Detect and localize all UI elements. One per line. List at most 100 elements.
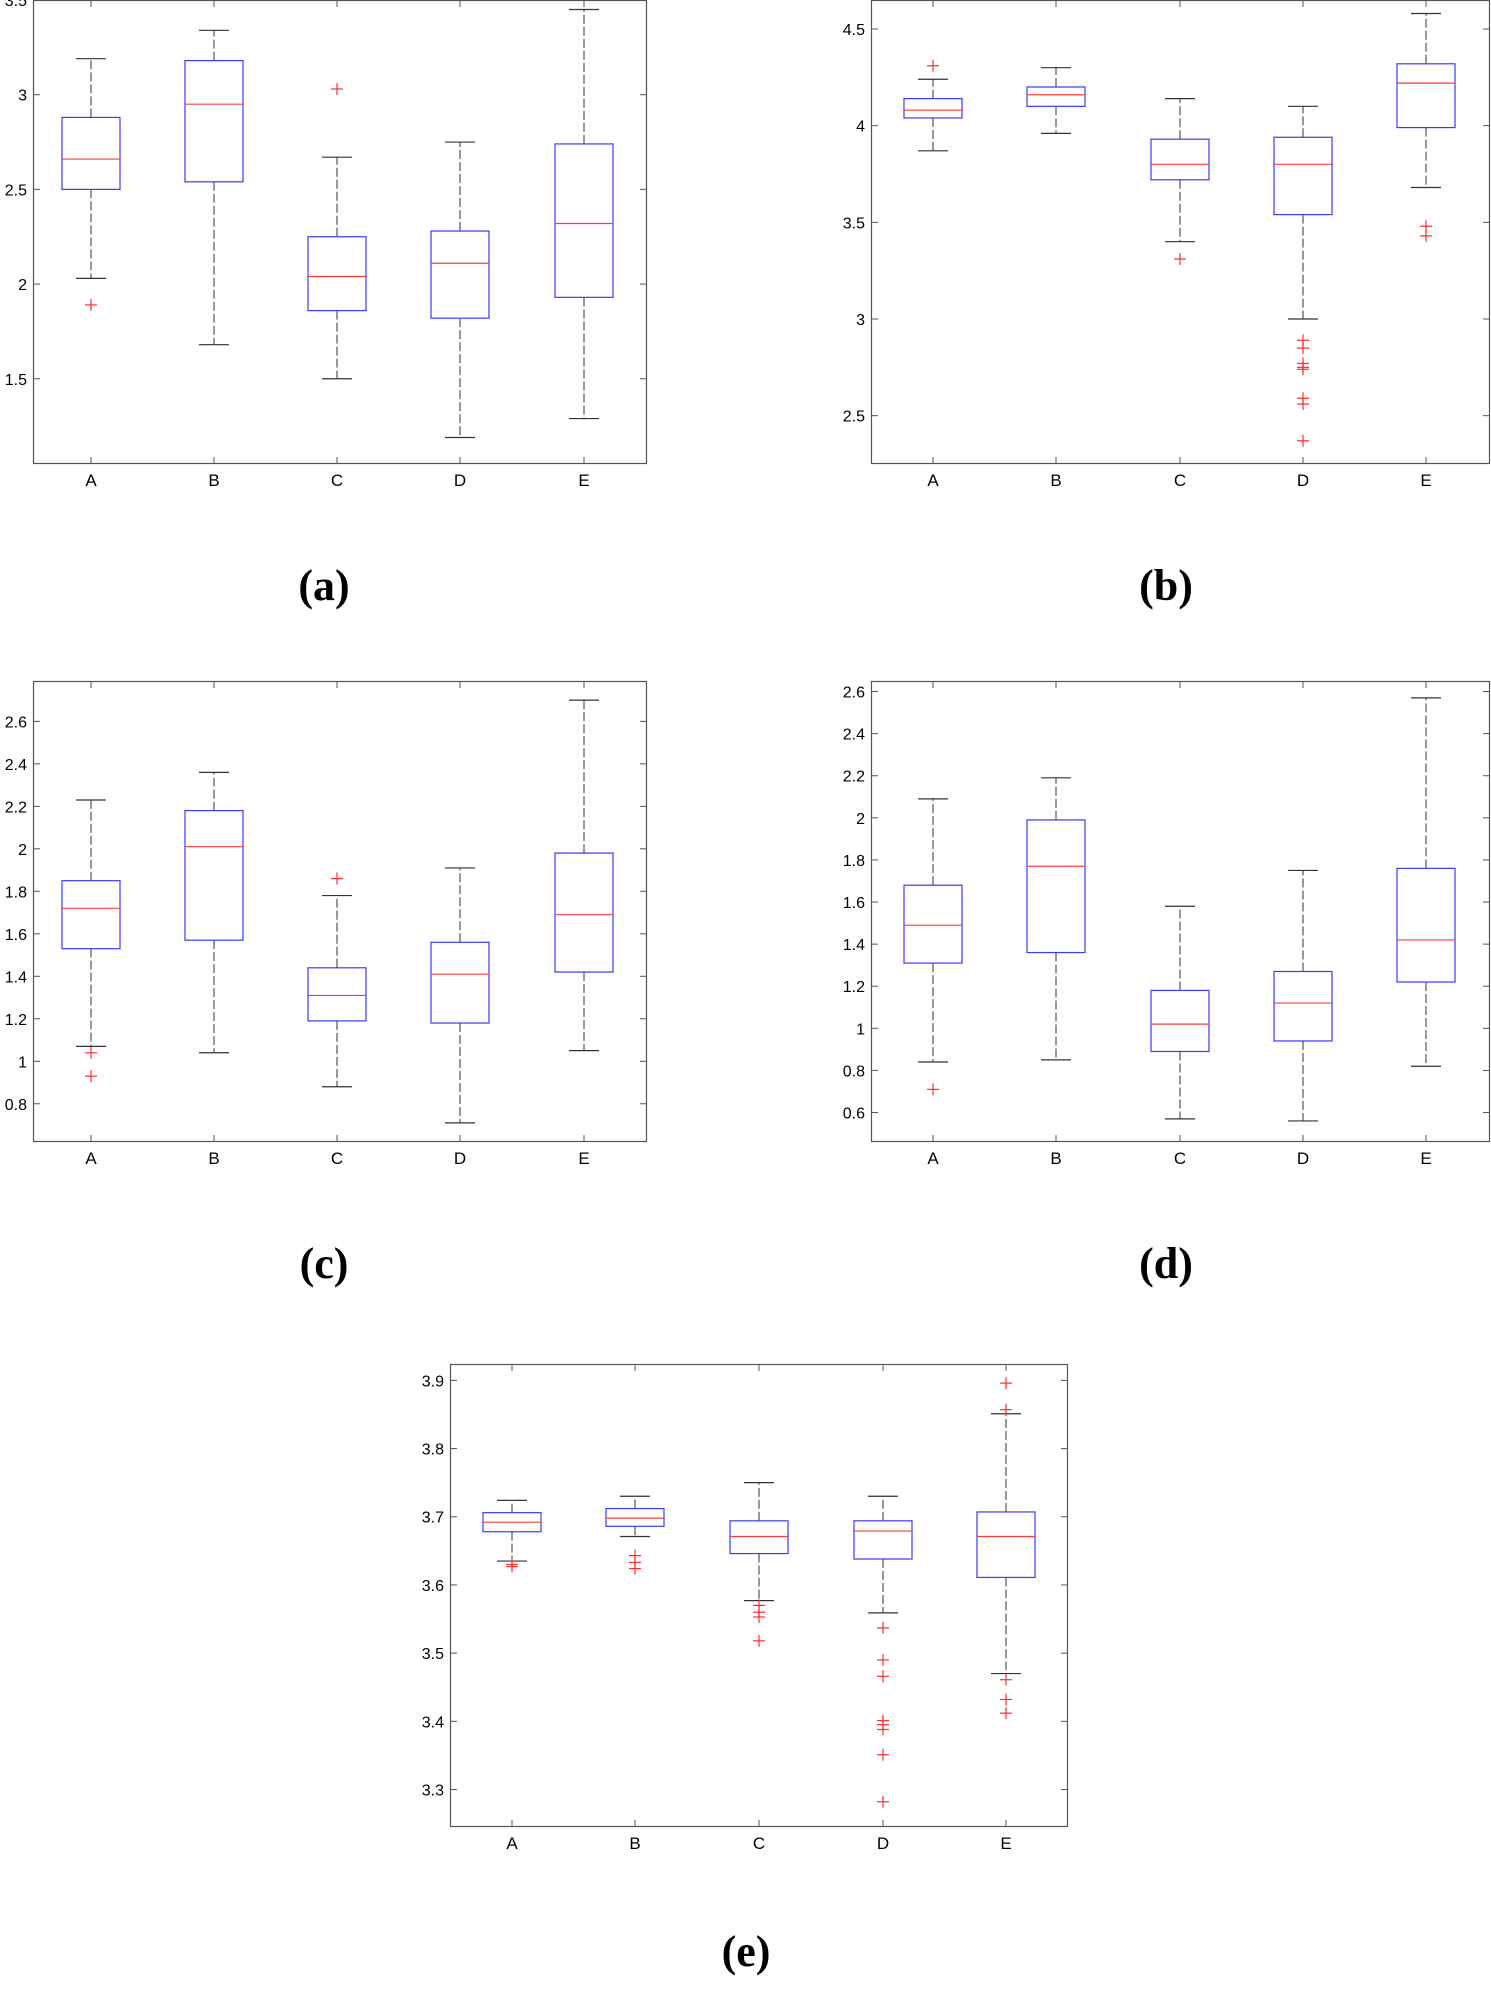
- box-A: [61, 799, 121, 1083]
- outlier-marker: [877, 1653, 889, 1666]
- y-tick-label: 2.5: [5, 182, 27, 199]
- outlier-marker: [85, 1046, 97, 1059]
- x-category-label: E: [1420, 471, 1431, 490]
- outlier-marker: [85, 298, 97, 311]
- y-tick-label: 2.5: [843, 409, 865, 426]
- y-tick-label: 3: [856, 312, 865, 329]
- outlier-marker: [1000, 1377, 1012, 1390]
- box-B: [184, 771, 244, 1054]
- y-tick-label: 3.8: [422, 1442, 444, 1459]
- y-tick-label: 3.7: [422, 1510, 444, 1527]
- x-category-label: B: [208, 471, 219, 490]
- y-tick-label: 3.5: [422, 1646, 444, 1663]
- outlier-marker: [331, 872, 343, 885]
- outlier-marker: [877, 1723, 889, 1736]
- y-tick-label: 1.6: [5, 927, 27, 944]
- iqr-box: [307, 967, 367, 1022]
- iqr-box: [430, 941, 490, 1024]
- outlier-marker: [927, 59, 939, 72]
- y-tick-label: 3: [18, 88, 27, 105]
- outlier-marker: [629, 1562, 641, 1575]
- iqr-box: [554, 852, 614, 973]
- box-C: [1150, 97, 1210, 266]
- iqr-box: [729, 1520, 789, 1555]
- y-tick-label: 2.2: [5, 799, 27, 816]
- box-B: [1026, 67, 1086, 134]
- box-D: [430, 141, 490, 439]
- y-tick-label: 1: [18, 1054, 27, 1071]
- iqr-box: [1026, 819, 1086, 954]
- box-A: [903, 798, 963, 1096]
- y-tick-label: 2.6: [843, 685, 865, 702]
- box-C: [729, 1482, 789, 1647]
- y-tick-label: 1.4: [5, 969, 27, 986]
- x-category-label: D: [877, 1834, 889, 1853]
- axes-frame: [32, 680, 648, 1143]
- box-E: [554, 699, 614, 1052]
- panel-label: (d): [1139, 1239, 1193, 1288]
- box-C: [307, 872, 367, 1088]
- x-category-label: A: [85, 1149, 97, 1168]
- box-E: [554, 8, 614, 420]
- box-E: [976, 1377, 1036, 1720]
- outlier-marker: [877, 1670, 889, 1683]
- box-A: [61, 58, 121, 311]
- x-category-label: E: [578, 471, 589, 490]
- y-tick-label: 2.6: [5, 714, 27, 731]
- y-tick-label: 1.5: [5, 372, 27, 389]
- iqr-box: [554, 143, 614, 298]
- y-tick-label: 1.4: [843, 937, 865, 954]
- iqr-box: [853, 1520, 913, 1560]
- iqr-box: [184, 809, 244, 941]
- iqr-box: [903, 884, 963, 964]
- x-category-label: C: [331, 471, 343, 490]
- outlier-marker: [1297, 434, 1309, 447]
- y-tick-label: 1.6: [843, 895, 865, 912]
- y-tick-label: 2.4: [843, 727, 865, 744]
- iqr-box: [1273, 970, 1333, 1042]
- x-category-label: B: [1050, 471, 1061, 490]
- iqr-box: [61, 880, 121, 950]
- outlier-marker: [753, 1610, 765, 1623]
- outlier-marker: [877, 1748, 889, 1761]
- y-tick-label: 0.8: [843, 1063, 865, 1080]
- panel-label: (e): [722, 1927, 771, 1976]
- box-C: [307, 83, 367, 380]
- y-tick-label: 4.5: [843, 22, 865, 39]
- box-C: [1150, 905, 1210, 1120]
- outlier-marker: [331, 83, 343, 96]
- iqr-box: [1273, 136, 1333, 216]
- iqr-box: [1396, 867, 1456, 983]
- iqr-box: [1150, 989, 1210, 1053]
- iqr-box: [184, 60, 244, 183]
- y-tick-label: 3.9: [422, 1373, 444, 1390]
- x-category-label: C: [753, 1834, 765, 1853]
- x-category-label: A: [85, 471, 97, 490]
- x-category-label: D: [1297, 1149, 1309, 1168]
- panel-e: 3.3 3.4 3.5 3.6 3.7 3.8 3.9 A B C D E (e): [422, 1363, 1069, 1976]
- box-B: [1026, 777, 1086, 1061]
- box-D: [1273, 869, 1333, 1122]
- y-tick-label: 3.6: [422, 1578, 444, 1595]
- y-tick-label: 0.8: [5, 1097, 27, 1114]
- x-category-label: A: [506, 1834, 518, 1853]
- x-category-label: B: [208, 1149, 219, 1168]
- axes-frame: [32, 0, 648, 465]
- outlier-marker: [1297, 398, 1309, 411]
- outlier-marker: [1000, 1673, 1012, 1686]
- x-category-label: C: [331, 1149, 343, 1168]
- panel-a: 1.5 2 2.5 3 3.5 A B C D E (a): [5, 0, 648, 610]
- y-tick-label: 1.8: [843, 853, 865, 870]
- y-tick-label: 2: [856, 811, 865, 828]
- outlier-marker: [1000, 1693, 1012, 1706]
- y-tick-label: 1.8: [5, 884, 27, 901]
- y-tick-label: 1.2: [5, 1012, 27, 1029]
- x-category-label: C: [1174, 471, 1186, 490]
- outlier-marker: [1000, 1707, 1012, 1720]
- y-tick-label: 1: [856, 1021, 865, 1038]
- iqr-box: [430, 230, 490, 319]
- y-tick-label: 2: [18, 277, 27, 294]
- x-category-label: D: [454, 1149, 466, 1168]
- x-category-label: E: [1000, 1834, 1011, 1853]
